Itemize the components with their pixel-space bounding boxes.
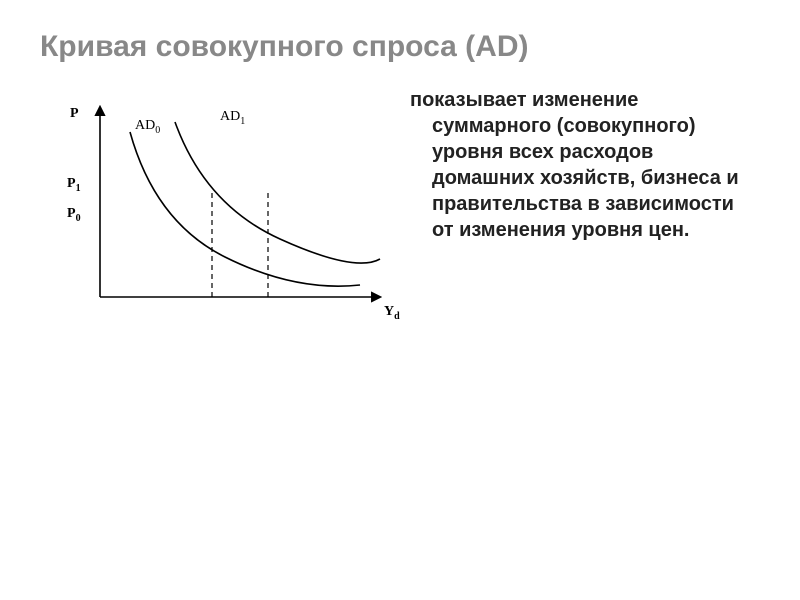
ad-chart: P Yd P1 P0 AD0 AD1 [40, 87, 400, 352]
page-title: Кривая совокупного спроса (AD) [40, 30, 760, 65]
svg-text:AD1: AD1 [220, 109, 245, 127]
svg-text:AD0: AD0 [135, 118, 160, 136]
ad-chart-svg: P Yd P1 P0 AD0 AD1 [40, 87, 400, 347]
svg-text:P1: P1 [67, 176, 81, 194]
svg-text:P0: P0 [67, 206, 81, 224]
slide: Кривая совокупного спроса (AD) P Yd P1 P0 AD… [0, 0, 800, 600]
svg-text:P: P [70, 106, 79, 121]
description-text: показывает изменение суммарного (совокуп… [410, 87, 760, 243]
svg-text:Yd: Yd [384, 304, 400, 322]
content-row: P Yd P1 P0 AD0 AD1 показывает изменение сумма… [40, 87, 760, 352]
